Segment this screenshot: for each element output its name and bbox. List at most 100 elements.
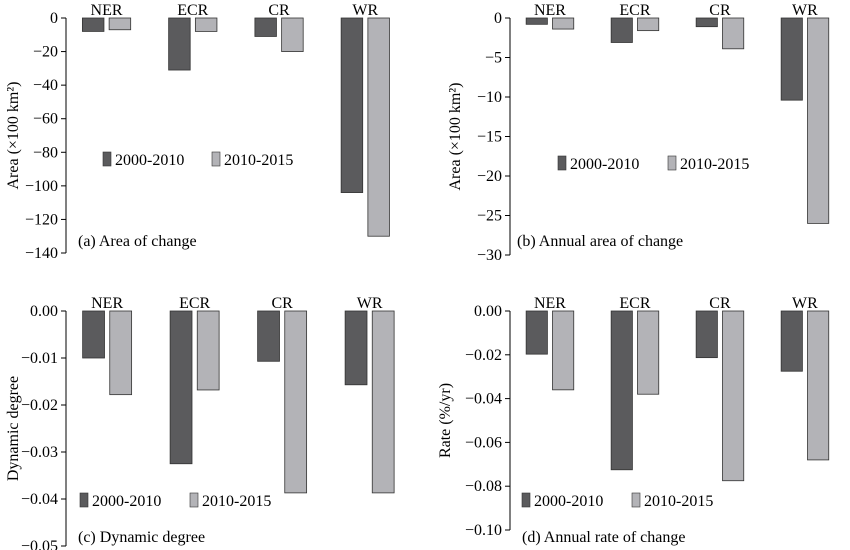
y-tick-label: −60	[33, 111, 58, 128]
legend-label: 2010-2015	[644, 493, 713, 510]
legend-swatch	[211, 151, 221, 167]
legend-label: 2000-2010	[570, 156, 639, 173]
y-tick-label: −0.03	[21, 444, 58, 461]
category-label: CR	[709, 295, 731, 312]
legend-swatch	[521, 492, 531, 508]
legend-label: 2000-2010	[115, 152, 184, 169]
legend-label: 2010-2015	[680, 156, 749, 173]
bar-ecr-series2	[194, 17, 218, 32]
y-tick-label: −10	[477, 89, 502, 106]
bar-wr-series2	[371, 310, 395, 494]
y-axis-title: Dynamic degree	[5, 376, 22, 481]
panel-c-dynamic-degree: 0.00 −0.01 −0.02 −0.03 −0.04 −0.05 Dynamic deg…	[5, 295, 395, 550]
y-tick-label: 0.00	[30, 303, 58, 320]
panel-b-annual-area-of-change: 0 −5 −10 −15 −20 −25 −30 Area (×100 km²) NER ECR C…	[447, 2, 830, 264]
bar-ner-series2	[108, 17, 132, 31]
category-label: NER	[91, 295, 123, 312]
y-tick-label: −0.04	[465, 391, 502, 408]
category-label: WR	[352, 2, 378, 19]
y-tick-label: −15	[477, 129, 502, 146]
y-axis-title: Area (×100 km²)	[447, 82, 464, 190]
category-label: WR	[792, 2, 818, 19]
category-label: WR	[792, 295, 818, 312]
y-axis-title: Rate (%/yr)	[437, 383, 454, 458]
bar-ner-series2	[552, 310, 575, 391]
bar-cr-series1	[695, 17, 718, 28]
y-tick-label: 0	[50, 10, 58, 27]
y-tick-label: −0.05	[21, 538, 58, 550]
bar-cr-series1	[257, 310, 280, 362]
bar-wr-series2	[367, 17, 390, 237]
bar-ecr-series2	[637, 310, 660, 395]
y-tick-label: −5	[485, 50, 502, 67]
y-tick-label: −0.02	[21, 397, 58, 414]
bar-wr-series1	[344, 310, 368, 386]
category-label: ECR	[177, 2, 208, 19]
y-tick-label: −40	[33, 77, 58, 94]
bar-cr-series2	[281, 17, 304, 52]
bar-cr-series1	[254, 17, 277, 37]
category-label: CR	[271, 295, 293, 312]
category-label: WR	[357, 295, 383, 312]
legend-swatch	[631, 492, 641, 508]
y-tick-label: −0.01	[21, 350, 58, 367]
y-tick-label: 0.00	[474, 303, 502, 320]
category-label: ECR	[179, 295, 210, 312]
bar-ecr-series1	[610, 17, 633, 43]
y-tick-label: −0.02	[465, 347, 502, 364]
legend-label: 2000-2010	[534, 493, 603, 510]
bar-wr-series2	[807, 310, 830, 461]
category-label: NER	[91, 2, 123, 19]
legend-swatch	[667, 155, 677, 171]
bar-cr-series2	[284, 310, 308, 494]
category-label: CR	[709, 2, 731, 19]
category-label: ECR	[619, 2, 650, 19]
category-label: ECR	[619, 295, 650, 312]
legend-label: 2010-2015	[202, 493, 271, 510]
y-tick-label: −140	[25, 245, 58, 262]
bar-ecr-series2	[637, 17, 660, 32]
category-label: NER	[534, 295, 566, 312]
bar-cr-series2	[722, 17, 745, 50]
bar-cr-series2	[722, 310, 745, 482]
y-tick-label: −0.08	[465, 478, 502, 495]
y-tick-label: −25	[477, 208, 502, 225]
bar-ner-series2	[109, 310, 133, 396]
panel-d-annual-rate-of-change: 0.00 −0.02 −0.04 −0.06 −0.08 −0.10 Rate (%/yr)…	[437, 295, 830, 546]
legend-label: 2000-2010	[92, 493, 161, 510]
legend-swatch	[189, 492, 199, 508]
panel-caption: (a) Area of change	[78, 233, 197, 250]
bar-ner-series1	[525, 17, 548, 25]
y-tick-label: 0	[494, 10, 502, 27]
panel-a-area-of-change: 0 −20 −40 −60 −80 −100 −120 −140 Area (×100 km²)…	[5, 2, 390, 262]
y-tick-label: −0.10	[465, 522, 502, 539]
bar-ner-series2	[552, 17, 575, 30]
legend-swatch	[102, 151, 112, 167]
panel-caption: (b) Annual area of change	[517, 233, 683, 250]
legend-swatch	[79, 492, 89, 508]
bar-ecr-series1	[169, 310, 193, 465]
bar-ner-series1	[81, 17, 105, 32]
panel-caption: (c) Dynamic degree	[78, 529, 205, 546]
bar-ecr-series1	[168, 17, 191, 71]
bar-wr-series1	[780, 310, 803, 372]
bar-wr-series1	[340, 17, 364, 193]
bar-wr-series2	[807, 17, 830, 224]
y-tick-label: −0.06	[465, 434, 502, 451]
panel-caption: (d) Annual rate of change	[522, 529, 685, 546]
category-label: NER	[534, 2, 566, 19]
y-tick-label: −120	[25, 211, 58, 228]
y-tick-label: −0.04	[21, 491, 58, 508]
y-axis-title: Area (×100 km²)	[5, 81, 22, 189]
bar-ner-series1	[525, 310, 548, 355]
legend-swatch	[557, 155, 567, 171]
y-tick-label: −100	[25, 178, 58, 195]
bar-ner-series1	[82, 310, 105, 359]
y-tick-label: −20	[33, 44, 58, 61]
bar-cr-series1	[695, 310, 718, 359]
y-tick-label: −30	[477, 247, 502, 264]
bar-ecr-series1	[610, 310, 633, 471]
bar-ecr-series2	[196, 310, 220, 391]
y-tick-label: −20	[477, 168, 502, 185]
